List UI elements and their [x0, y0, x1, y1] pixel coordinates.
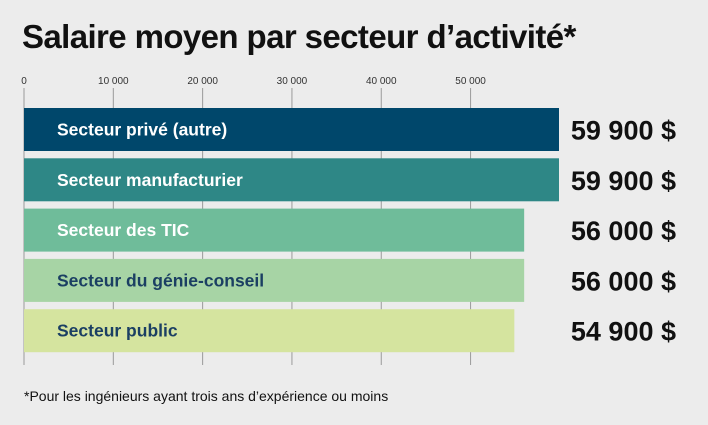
- bar-value-labels: 59 900 $ 59 900 $ 56 000 $ 56 000 $ 54 900 $: [571, 116, 676, 347]
- bar: [24, 108, 559, 151]
- bar-value-label: 54 900 $: [571, 317, 676, 347]
- footnote: *Pour les ingénieurs ayant trois ans d’e…: [24, 388, 389, 404]
- x-tick-label: 40 000: [366, 76, 397, 87]
- bar-value-label: 59 900 $: [571, 116, 676, 146]
- bar-category-label: Secteur public: [57, 321, 178, 341]
- bar-category-label: Secteur manufacturier: [57, 170, 243, 190]
- chart-title: Salaire moyen par secteur d’activité*: [22, 18, 576, 55]
- x-tick-labels: 0 10 000 20 000 30 000 40 000 50 000: [21, 76, 486, 87]
- bar-category-label: Secteur privé (autre): [57, 120, 227, 140]
- bar: [24, 208, 525, 252]
- x-tick-label: 20 000: [187, 76, 218, 87]
- bar-value-label: 56 000 $: [571, 266, 676, 296]
- x-tick-label: 50 000: [455, 76, 486, 87]
- bar-value-label: 56 000 $: [571, 216, 676, 246]
- bar: [24, 158, 559, 202]
- x-tick-label: 30 000: [277, 76, 308, 87]
- bar: [24, 309, 515, 353]
- bar-category-labels: Secteur privé (autre) Secteur manufacturi…: [57, 120, 264, 341]
- bars: [24, 108, 559, 353]
- bar: [24, 258, 525, 302]
- x-tick-label: 0: [21, 76, 27, 87]
- x-tick-label: 10 000: [98, 76, 129, 87]
- bar-category-label: Secteur des TIC: [57, 220, 190, 240]
- bar-value-label: 59 900 $: [571, 166, 676, 196]
- bar-category-label: Secteur du génie-conseil: [57, 270, 264, 290]
